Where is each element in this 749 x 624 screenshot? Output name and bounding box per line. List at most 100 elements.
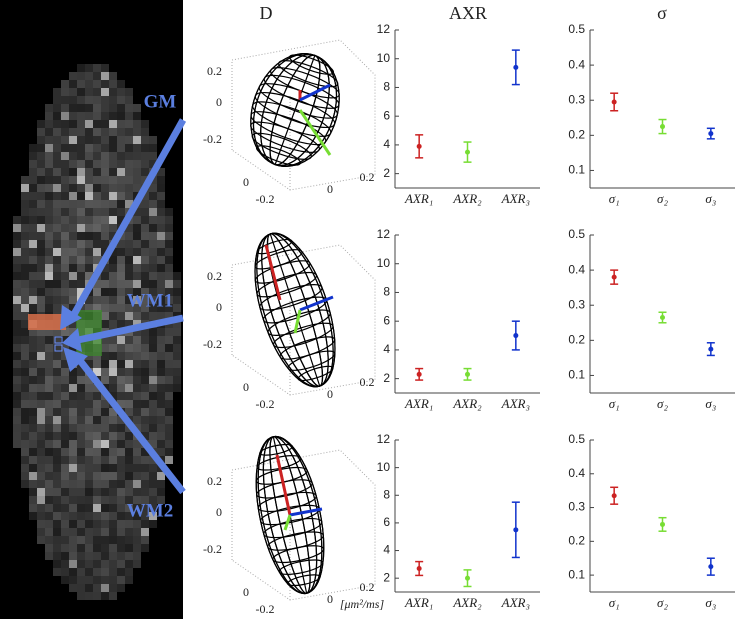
pixel — [109, 560, 117, 568]
pixel — [53, 560, 61, 568]
pixel — [93, 560, 101, 568]
pixel — [109, 536, 117, 544]
pixel — [13, 440, 21, 448]
pixel — [101, 72, 109, 80]
pixel — [125, 464, 133, 472]
pixel — [13, 376, 21, 384]
pixel — [93, 232, 101, 240]
pixel — [37, 472, 45, 480]
parallel — [297, 365, 334, 382]
pixel — [109, 464, 117, 472]
pixel — [117, 368, 125, 376]
pixel — [29, 360, 37, 368]
pixel — [109, 272, 117, 280]
pixel — [21, 392, 29, 400]
pixel — [173, 272, 181, 280]
pixel — [165, 256, 173, 264]
pixel — [13, 400, 21, 408]
pixel — [157, 168, 165, 176]
pixel — [149, 328, 157, 336]
pixel — [117, 312, 125, 320]
x-tick-label: 0 — [327, 387, 333, 401]
pixel — [37, 360, 45, 368]
parallel — [251, 132, 312, 160]
pixel — [109, 96, 117, 104]
pixel — [13, 336, 21, 344]
pixel — [125, 448, 133, 456]
pixel — [37, 400, 45, 408]
pixel — [101, 584, 109, 592]
pixel — [109, 488, 117, 496]
x-tick-label: 0 — [327, 592, 333, 606]
pixel — [117, 576, 125, 584]
pixel — [157, 368, 165, 376]
pixel — [117, 168, 125, 176]
pixel — [13, 216, 21, 224]
pixel — [141, 224, 149, 232]
pixel — [101, 368, 109, 376]
pixel — [93, 200, 101, 208]
pixel — [125, 432, 133, 440]
pixel — [53, 256, 61, 264]
pixel — [53, 288, 61, 296]
y-tick-label: 0.3 — [568, 297, 585, 311]
pixel — [125, 144, 133, 152]
pixel — [101, 416, 109, 424]
pixel — [109, 360, 117, 368]
pixel — [165, 304, 173, 312]
pixel — [117, 248, 125, 256]
pixel — [53, 240, 61, 248]
pixel — [13, 272, 21, 280]
pixel — [29, 272, 37, 280]
pixel — [61, 432, 69, 440]
y-tick-label: 4 — [383, 342, 390, 356]
pixel — [61, 504, 69, 512]
pixel — [149, 224, 157, 232]
pixel — [101, 480, 109, 488]
pixel — [45, 488, 53, 496]
pixel — [45, 400, 53, 408]
pixel — [141, 192, 149, 200]
pixel — [141, 504, 149, 512]
pixel — [69, 192, 77, 200]
pixel — [85, 216, 93, 224]
pixel — [117, 472, 125, 480]
pixel — [149, 368, 157, 376]
pixel — [85, 128, 93, 136]
pixel — [61, 528, 69, 536]
pixel — [69, 248, 77, 256]
pixel — [21, 408, 29, 416]
pixel — [53, 552, 61, 560]
pixel — [157, 184, 165, 192]
pixel — [109, 368, 117, 376]
pixel — [117, 144, 125, 152]
pixel — [125, 504, 133, 512]
pixel — [69, 272, 77, 280]
parallel — [250, 111, 327, 146]
pixel — [173, 376, 181, 384]
pixel — [125, 264, 133, 272]
pixel — [69, 72, 77, 80]
pixel — [69, 344, 77, 352]
pixel — [157, 360, 165, 368]
pixel — [93, 536, 101, 544]
pixel — [93, 104, 101, 112]
pixel — [141, 248, 149, 256]
pixel — [77, 368, 85, 376]
pixel — [13, 248, 21, 256]
pixel — [133, 328, 141, 336]
point — [708, 564, 714, 570]
pixel — [77, 152, 85, 160]
x-tick-label: 0 — [327, 182, 333, 196]
pixel — [101, 96, 109, 104]
pixel — [69, 464, 77, 472]
pixel — [165, 208, 173, 216]
pixel — [61, 104, 69, 112]
pixel — [21, 336, 29, 344]
pixel — [69, 264, 77, 272]
pixel — [21, 416, 29, 424]
z-tick-label: 0 — [216, 95, 222, 109]
pixel — [109, 72, 117, 80]
pixel — [45, 144, 53, 152]
pixel — [21, 256, 29, 264]
